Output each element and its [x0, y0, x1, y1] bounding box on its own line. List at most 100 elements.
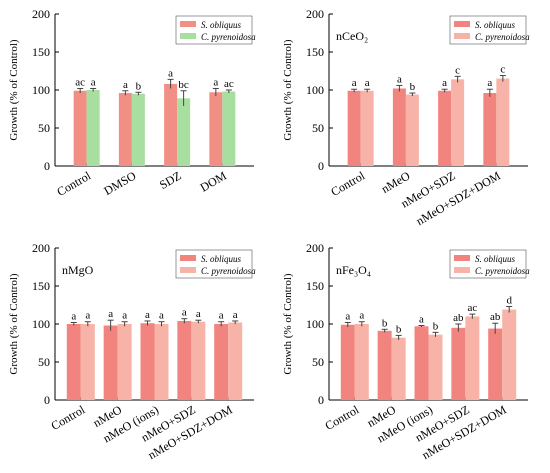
y-tick-label: 100 [32, 83, 50, 97]
bar-s-obliquus [438, 90, 452, 166]
y-tick-label: 50 [312, 121, 324, 135]
bar-c-pyrenoidosa [354, 324, 369, 400]
legend-box [449, 249, 527, 279]
x-tick-label: Control [323, 402, 362, 433]
bar-s-obliquus [377, 330, 392, 400]
bar-s-obliquus [483, 93, 497, 166]
significance-letter: ac [75, 76, 85, 88]
significance-letter: ab [453, 312, 464, 324]
legend-swatch [454, 267, 470, 273]
significance-letter: a [168, 67, 173, 79]
bar-s-obliquus [140, 323, 155, 400]
panel-label: nMgO [62, 263, 94, 277]
y-tick-label: 150 [32, 279, 50, 293]
y-tick-label: 50 [312, 355, 324, 369]
significance-letter: a [219, 310, 224, 322]
legend-label: C. pyrenoidosa [201, 266, 256, 276]
bar-s-obliquus [177, 320, 192, 400]
significance-letter: a [352, 77, 357, 89]
significance-letter: b [396, 323, 402, 335]
bar-s-obliquus [209, 92, 223, 166]
significance-letter: ac [467, 302, 477, 314]
y-tick-label: 200 [306, 241, 324, 255]
bar-c-pyrenoidosa [360, 90, 374, 166]
legend-label: S. obliquus [475, 254, 516, 264]
bar-c-pyrenoidosa [428, 334, 443, 400]
significance-letter: a [345, 310, 350, 322]
significance-letter: c [500, 64, 505, 76]
significance-letter: a [487, 77, 492, 89]
legend-swatch [180, 267, 196, 273]
y-tick-label: 150 [306, 45, 324, 59]
bar-c-pyrenoidosa [228, 322, 243, 400]
legend-swatch [180, 33, 196, 39]
significance-letter: a [85, 310, 90, 322]
y-tick-label: 150 [32, 45, 50, 59]
y-axis-title: Growth (% of Control) [8, 39, 20, 140]
significance-letter: a [359, 310, 364, 322]
x-tick-label: nMeO [379, 168, 413, 196]
bar-s-obliquus [103, 325, 118, 400]
x-tick-label: DOM [198, 168, 230, 194]
legend-box [175, 15, 253, 45]
bar-c-pyrenoidosa [177, 98, 191, 166]
bar-s-obliquus [414, 326, 429, 400]
y-axis-title: Growth (% of Control) [282, 273, 294, 374]
y-tick-label: 100 [306, 317, 324, 331]
significance-letter: b [410, 81, 416, 93]
bar-s-obliquus [73, 90, 87, 166]
significance-letter: d [506, 295, 512, 307]
significance-letter: a [108, 308, 113, 320]
y-tick-label: 50 [38, 355, 50, 369]
bar-c-pyrenoidosa [405, 94, 419, 166]
panel-1: 0 50 100 150 200 Growth (% of Control) ac a Cont… [8, 7, 256, 199]
bar-c-pyrenoidosa [131, 93, 145, 166]
y-tick-label: 50 [38, 121, 50, 135]
legend-swatch [454, 255, 470, 261]
significance-letter: a [419, 314, 424, 326]
significance-letter: a [123, 79, 128, 91]
significance-letter: a [122, 310, 127, 322]
legend-swatch [180, 255, 196, 261]
significance-letter: a [397, 73, 402, 85]
legend-label: C. pyrenoidosa [475, 32, 530, 42]
significance-letter: a [442, 77, 447, 89]
y-tick-label: 100 [306, 83, 324, 97]
bar-c-pyrenoidosa [191, 321, 206, 400]
significance-letter: a [213, 76, 218, 88]
significance-letter: a [365, 77, 370, 89]
significance-letter: a [145, 309, 150, 321]
significance-letter: ab [490, 311, 501, 323]
y-axis-title: Growth (% of Control) [8, 273, 20, 374]
y-tick-label: 0 [44, 393, 50, 407]
significance-letter: b [136, 80, 142, 92]
bar-c-pyrenoidosa [451, 79, 465, 166]
y-tick-label: 0 [44, 159, 50, 173]
bar-s-obliquus [164, 83, 178, 166]
x-tick-label: Control [54, 168, 93, 199]
bar-c-pyrenoidosa [502, 309, 517, 400]
legend-swatch [454, 33, 470, 39]
significance-letter: a [159, 310, 164, 322]
panel-label: nFe₃O₄ [336, 263, 371, 277]
x-tick-label: Control [328, 168, 367, 199]
y-tick-label: 100 [32, 317, 50, 331]
y-tick-label: 200 [306, 7, 324, 21]
bar-c-pyrenoidosa [86, 90, 100, 166]
bar-s-obliquus [451, 327, 466, 400]
bar-s-obliquus [66, 324, 81, 400]
x-tick-label: DMSO [101, 168, 138, 198]
y-tick-label: 200 [32, 7, 50, 21]
bar-s-obliquus [118, 93, 132, 166]
legend-label: C. pyrenoidosa [201, 32, 256, 42]
legend-label: C. pyrenoidosa [475, 266, 530, 276]
significance-letter: a [196, 308, 201, 320]
significance-letter: a [233, 309, 238, 321]
significance-letter: b [433, 320, 439, 332]
bar-s-obliquus [340, 324, 355, 400]
significance-letter: c [455, 64, 460, 76]
significance-letter: bc [178, 79, 189, 91]
bar-c-pyrenoidosa [154, 324, 169, 400]
y-tick-label: 0 [318, 393, 324, 407]
